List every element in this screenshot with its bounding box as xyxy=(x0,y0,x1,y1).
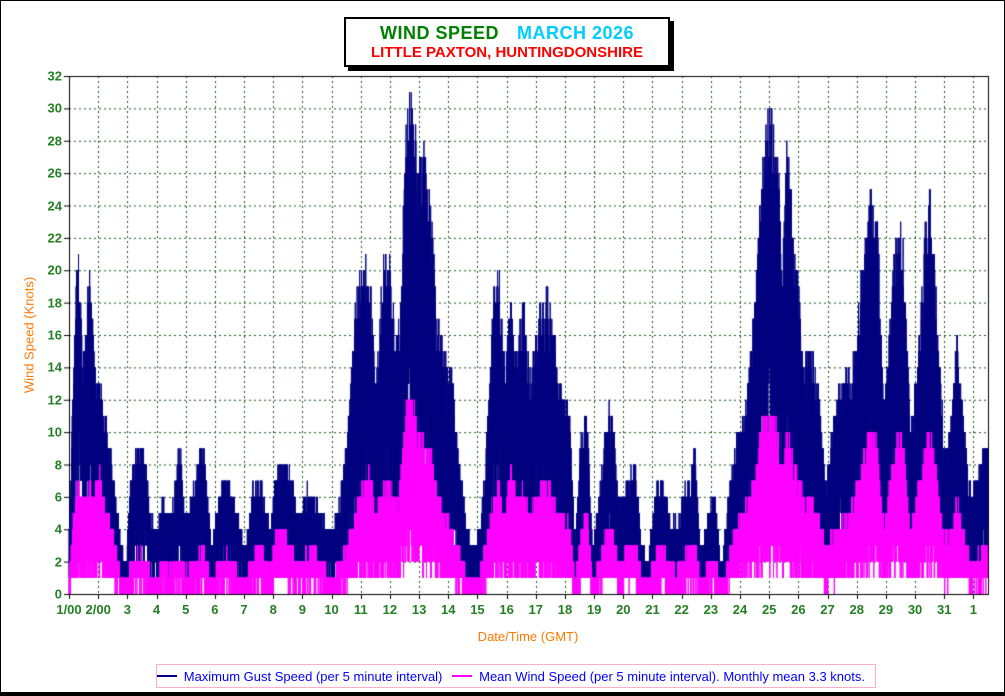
y-tick-label: 30 xyxy=(47,100,62,116)
x-tick-label: 15 xyxy=(470,602,485,617)
x-tick-label: 1/00 xyxy=(56,602,82,617)
chart-title-box: WIND SPEED MARCH 2026 LITTLE PAXTON, HUNT… xyxy=(344,17,670,67)
y-tick-label: 32 xyxy=(47,68,62,84)
x-tick-label: 30 xyxy=(907,602,923,617)
x-tick-label: 23 xyxy=(703,602,719,617)
chart-title: WIND SPEED MARCH 2026 xyxy=(346,22,668,44)
y-tick-label: 12 xyxy=(47,392,62,408)
y-tick-label: 10 xyxy=(47,424,62,440)
y-tick-label: 26 xyxy=(47,165,62,181)
chart-subtitle-location: LITTLE PAXTON, HUNTINGDONSHIRE xyxy=(371,44,643,61)
y-tick-label: 6 xyxy=(54,489,62,505)
x-tick-label: 19 xyxy=(586,602,602,617)
x-tick-label: 3 xyxy=(123,602,131,617)
x-tick-label: 8 xyxy=(269,602,277,617)
x-tick-label: 27 xyxy=(820,602,835,617)
x-tick-label: 29 xyxy=(878,602,894,617)
x-tick-label: 1 xyxy=(969,602,978,617)
x-tick-label: 18 xyxy=(557,602,573,617)
x-tick-label: 5 xyxy=(182,602,190,617)
mean-wind-legend-label: Mean Wind Speed (per 5 minute interval).… xyxy=(479,668,865,684)
y-axis-title: Wind Speed (Knots) xyxy=(21,276,37,394)
x-tick-label: 25 xyxy=(761,602,777,617)
x-tick-label: 16 xyxy=(499,602,514,617)
y-tick-label: 14 xyxy=(47,359,62,375)
max-gust-legend-swatch xyxy=(157,675,177,677)
x-tick-label: 14 xyxy=(441,602,456,617)
y-tick-label: 4 xyxy=(54,521,62,537)
y-tick-label: 2 xyxy=(54,554,62,570)
y-tick-label: 24 xyxy=(47,198,62,213)
x-axis-title: Date/Time (GMT) xyxy=(477,629,579,644)
x-tick-label: 12 xyxy=(382,602,398,617)
x-tick-label: 26 xyxy=(791,602,806,617)
x-tick-label: 2/00 xyxy=(85,602,111,617)
x-tick-label: 6 xyxy=(211,602,219,617)
x-tick-label: 9 xyxy=(298,602,307,617)
y-tick-label: 28 xyxy=(47,133,62,149)
max-gust-legend-label: Maximum Gust Speed (per 5 minute interva… xyxy=(183,668,443,684)
x-tick-label: 28 xyxy=(849,602,864,617)
y-tick-label: 8 xyxy=(54,457,62,472)
y-tick-label: 22 xyxy=(47,230,62,246)
x-tick-label: 31 xyxy=(937,602,952,617)
x-tick-label: 11 xyxy=(353,602,368,617)
x-tick-label: 22 xyxy=(674,602,689,617)
x-tick-label: 13 xyxy=(411,602,427,617)
x-tick-label: 21 xyxy=(645,602,660,617)
y-tick-label: 0 xyxy=(54,586,62,602)
x-tick-label: 24 xyxy=(732,602,748,617)
legend: Maximum Gust Speed (per 5 minute interva… xyxy=(156,664,876,688)
chart-title-windspeed: WIND SPEED xyxy=(379,23,499,43)
wind-speed-chart-canvas xyxy=(1,1,1004,661)
x-tick-label: 4 xyxy=(152,602,161,617)
x-tick-label: 17 xyxy=(528,602,544,617)
y-tick-label: 18 xyxy=(47,295,62,311)
y-tick-label: 16 xyxy=(47,327,62,343)
x-tick-label: 10 xyxy=(324,602,339,617)
x-tick-label: 20 xyxy=(616,602,631,617)
mean-wind-legend-swatch xyxy=(452,675,473,677)
x-tick-label: 7 xyxy=(240,602,248,617)
y-tick-label: 20 xyxy=(47,262,62,278)
chart-title-month: MARCH 2026 xyxy=(516,23,635,43)
